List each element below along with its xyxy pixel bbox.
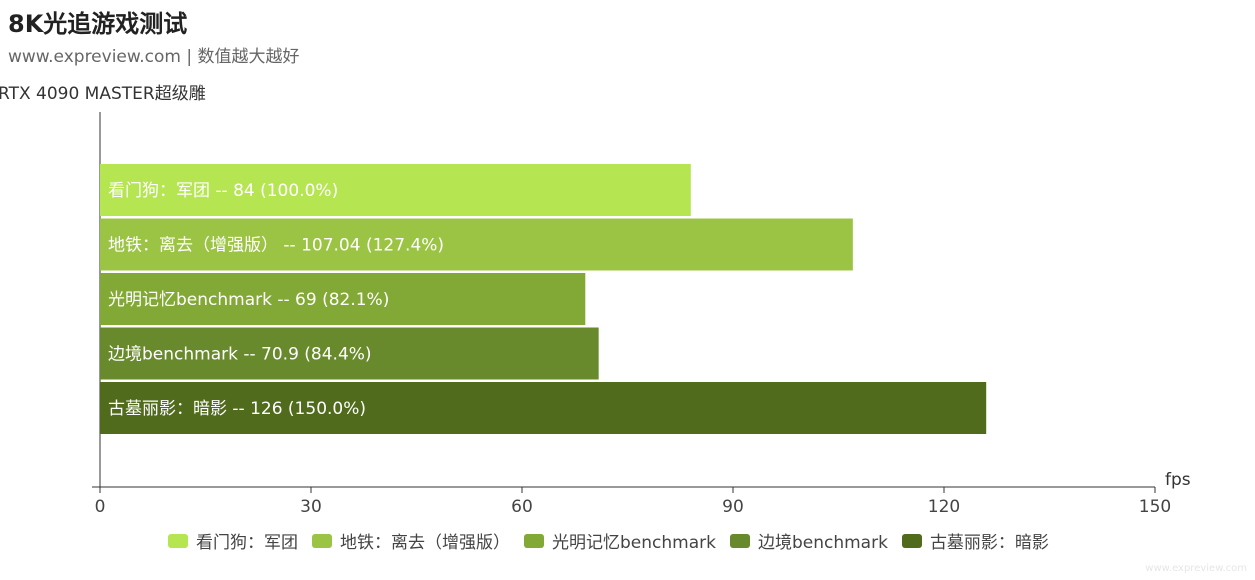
legend-label: 地铁：离去（增强版） [340,533,510,553]
bar [100,218,853,271]
bar-data-label: 古墓丽影：暗影 -- 126 (150.0%) [108,399,366,419]
bar [100,273,586,325]
legend-swatch [729,533,750,548]
bar [100,382,987,434]
x-axis-label: fps [1165,470,1191,490]
bar-data-label: 看门狗：军团 -- 84 (100.0%) [108,181,338,201]
bar [100,164,691,216]
legend-swatch [524,533,544,548]
bar-data-label: 边境benchmark -- 70.9 (84.4%) [108,345,372,365]
legend-item[interactable]: 古墓丽影：暗影 [901,528,1049,553]
legend-item[interactable]: 看门狗：军团 [168,528,298,553]
legend-label: 边境benchmark [757,533,888,553]
chart-title: 8K光追游戏测试 [8,10,188,38]
bar-data-label: 地铁：离去（增强版） -- 107.04 (127.4%) [108,236,444,256]
chart-legend: 看门狗：军团 地铁：离去（增强版） 光明记忆benchmark 边境benchmark… [168,528,1049,553]
legend-item[interactable]: 光明记忆benchmark [524,528,716,553]
legend-label: 古墓丽影：暗影 [929,533,1049,553]
bar-data-label: 光明记忆benchmark -- 69 (82.1%) [108,290,389,310]
legend-item[interactable]: 地铁：离去（增强版） [312,528,510,553]
legend-swatch [312,533,332,548]
legend-label: 光明记忆benchmark [552,533,716,553]
bar [100,327,599,380]
category-axis-label: RTX 4090 MASTER超级雕 [0,84,206,104]
watermark: www.expreview.com [1145,563,1247,574]
chart-subtitle: www.expreview.com | 数值越大越好 [8,47,300,67]
legend-swatch [168,533,188,548]
x-tick-label: 0 [95,497,106,517]
x-tick-label: 120 [928,497,960,517]
legend-item[interactable]: 边境benchmark [729,528,888,553]
legend-label: 看门狗：军团 [196,533,298,553]
x-tick-label: 60 [511,497,533,517]
legend-swatch [901,533,922,548]
x-tick-label: 150 [1139,497,1171,517]
x-tick-label: 90 [722,497,744,517]
x-tick-label: 30 [300,497,322,517]
